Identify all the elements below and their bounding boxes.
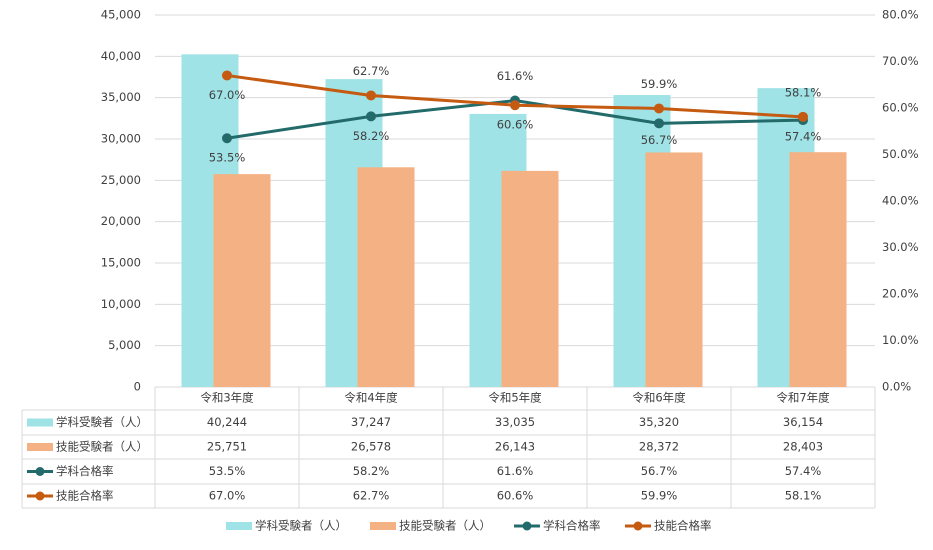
y-tick-label: 0 [134,380,141,394]
data-label: 61.6% [497,69,534,83]
y2-tick-label: 60.0% [882,101,919,115]
legend-label: 学科受験者（人） [255,519,347,533]
y-tick-label: 25,000 [101,173,141,187]
table-cell: 57.4% [785,464,822,478]
legend-label: 技能受験者（人） [399,519,491,533]
x-tick-label: 令和5年度 [488,391,542,405]
y-tick-label: 15,000 [101,256,141,270]
bar [645,152,703,387]
y-tick-label: 30,000 [101,132,141,146]
legend-key [370,522,396,530]
data-label: 60.6% [497,118,534,132]
data-label: 67.0% [209,88,246,102]
bar [501,170,559,387]
x-tick-label: 令和6年度 [632,391,686,405]
table-row-label: 技能受験者（人） [56,440,148,454]
table-cell: 58.1% [785,489,822,503]
table-cell: 25,751 [207,440,247,454]
y-tick-label: 45,000 [101,8,141,22]
table-row-label: 技能合格率 [56,489,114,503]
table-cell: 59.9% [641,489,678,503]
bar [789,152,847,387]
table-cell: 61.6% [497,464,534,478]
table-cell: 60.6% [497,489,534,503]
table-legend-key [27,443,53,451]
table-cell: 53.5% [209,464,246,478]
line-point [510,100,520,111]
data-label: 59.9% [641,77,678,91]
x-tick-label: 令和3年度 [200,391,254,405]
line-point [654,103,664,114]
table-cell: 33,035 [495,415,535,429]
legend-label: 学科合格率 [543,519,601,533]
data-label: 62.7% [353,64,390,78]
y-tick-label: 40,000 [101,49,141,63]
legend-key [522,521,532,531]
y-tick-label: 20,000 [101,214,141,228]
table-legend-key [27,418,53,427]
line-point [798,111,808,122]
x-tick-label: 令和4年度 [344,391,398,405]
table-cell: 26,578 [351,440,391,454]
data-label: 58.2% [353,129,390,143]
x-tick-label: 令和7年度 [776,391,830,405]
data-label: 56.7% [641,133,678,147]
y2-tick-label: 40.0% [882,194,919,208]
table-cell: 28,403 [783,440,823,454]
table-cell: 56.7% [641,464,678,478]
table-cell: 67.0% [209,489,246,503]
bar [357,167,415,387]
data-label: 58.1% [785,85,822,99]
table-row-label: 学科受験者（人） [56,415,148,429]
bar [213,174,271,387]
legend-label: 技能合格率 [654,519,712,533]
table-cell: 35,320 [639,415,679,429]
y2-tick-label: 0.0% [882,380,911,394]
table-legend-key [35,467,45,476]
y-tick-label: 5,000 [108,338,141,352]
table-cell: 40,244 [207,415,247,429]
line-point [222,70,232,81]
table-cell: 26,143 [495,440,535,454]
table-cell: 37,247 [351,415,391,429]
y-tick-label: 35,000 [101,90,141,104]
legend-key [226,522,252,530]
data-label: 57.4% [785,130,822,144]
table-cell: 58.2% [353,464,390,478]
line-point [366,111,376,122]
table-cell: 36,154 [783,415,823,429]
y-tick-label: 10,000 [101,297,141,311]
line-point [366,90,376,101]
line-point [654,118,664,129]
y2-tick-label: 70.0% [882,54,919,68]
table-legend-key [35,491,45,501]
legend-key [633,521,643,531]
table-cell: 62.7% [353,489,390,503]
y2-tick-label: 50.0% [882,147,919,161]
data-label: 53.5% [209,151,246,165]
table-cell: 28,372 [639,440,679,454]
y2-tick-label: 20.0% [882,287,919,301]
table-row-label: 学科合格率 [56,464,114,478]
line-point [222,133,232,144]
y2-tick-label: 10.0% [882,333,919,347]
y2-tick-label: 80.0% [882,8,919,22]
y2-tick-label: 30.0% [882,240,919,254]
